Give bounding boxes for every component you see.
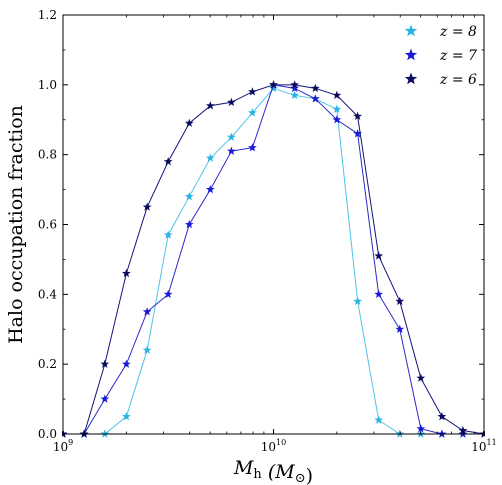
data-point	[310, 94, 320, 103]
y-tick-label: 1.0	[38, 78, 57, 92]
x-tick-label: 1010	[261, 438, 286, 454]
legend-label: z = 8	[439, 24, 477, 40]
data-point	[353, 111, 363, 120]
data-point	[163, 157, 173, 166]
y-axis-label: Halo occupation fraction	[5, 105, 27, 344]
data-point	[395, 296, 405, 306]
legend-label: z = 7	[439, 48, 477, 64]
data-point	[121, 359, 131, 368]
data-point	[290, 90, 299, 100]
data-point	[290, 80, 299, 89]
data-point	[227, 146, 236, 155]
data-point	[269, 83, 278, 93]
x-axis-label: Mh (M⊙)	[233, 457, 313, 485]
data-point	[332, 115, 342, 124]
ticks-layer: 0.0 0.2 0.4 0.6 0.8 1.0 1.2 109 1010 1011	[38, 8, 497, 454]
data-point	[205, 101, 215, 110]
legend-marker	[404, 72, 418, 85]
legend-marker	[404, 48, 418, 61]
data-point	[100, 394, 110, 403]
data-point	[248, 143, 257, 152]
data-point	[269, 80, 278, 89]
data-point	[163, 289, 173, 299]
data-point	[374, 251, 384, 260]
data-point	[458, 425, 468, 435]
legend-marker	[404, 24, 418, 37]
data-point	[290, 83, 299, 93]
data-point	[437, 411, 447, 421]
data-point	[374, 289, 384, 299]
data-point	[121, 268, 131, 278]
data-point	[100, 359, 110, 368]
data-point	[184, 191, 194, 201]
data-point	[184, 118, 194, 127]
legend-item: z = 6	[404, 72, 477, 88]
data-point	[416, 373, 426, 382]
data-point	[227, 97, 236, 107]
data-point	[205, 184, 215, 194]
data-point	[205, 153, 215, 162]
y-tick-label: 0.0	[38, 427, 57, 441]
y-tick-label: 0.6	[38, 218, 57, 232]
data-point	[332, 104, 342, 113]
series-line	[63, 84, 485, 435]
data-point	[310, 83, 320, 93]
y-tick-label: 1.2	[38, 8, 57, 22]
data-point	[163, 230, 173, 239]
series-layer	[62, 80, 485, 438]
data-point	[142, 345, 152, 354]
data-point	[395, 324, 405, 333]
y-tick-label: 0.4	[38, 287, 57, 301]
x-tick-label: 1011	[471, 438, 496, 454]
data-point	[353, 129, 363, 138]
series-3	[62, 80, 485, 438]
data-point	[416, 424, 426, 433]
data-point	[248, 87, 257, 96]
legend-item: z = 8	[404, 24, 477, 40]
y-tick-label: 0.8	[38, 148, 57, 162]
legend: z = 8 z = 7 z = 6	[404, 24, 477, 88]
plot-frame	[62, 14, 485, 435]
data-point	[248, 108, 257, 117]
data-point	[184, 219, 194, 229]
series-line	[63, 87, 484, 435]
data-point	[142, 307, 152, 316]
data-point	[332, 90, 342, 100]
y-tick-label: 0.2	[38, 357, 57, 371]
data-point	[353, 296, 363, 306]
x-tick-label: 109	[53, 438, 73, 454]
data-point	[227, 132, 236, 141]
legend-label: z = 6	[439, 72, 477, 88]
data-point	[121, 411, 131, 421]
data-point	[142, 202, 152, 211]
legend-item: z = 7	[404, 48, 477, 64]
data-point	[374, 415, 384, 424]
series-line	[63, 84, 484, 435]
